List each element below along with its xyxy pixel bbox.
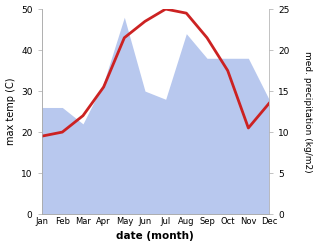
- Y-axis label: max temp (C): max temp (C): [5, 78, 16, 145]
- Y-axis label: med. precipitation (kg/m2): med. precipitation (kg/m2): [303, 51, 313, 172]
- X-axis label: date (month): date (month): [116, 231, 194, 242]
